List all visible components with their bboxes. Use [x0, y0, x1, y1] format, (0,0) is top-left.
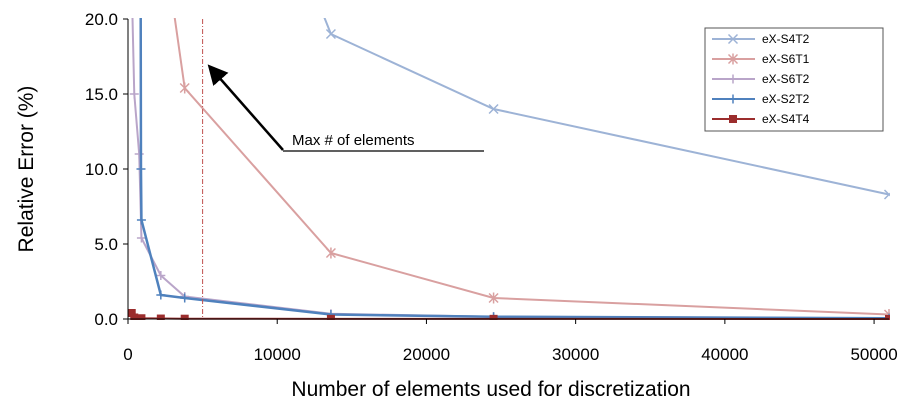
square-marker	[326, 314, 335, 320]
x-tick-label: 40000	[701, 345, 748, 364]
plus-marker	[136, 233, 146, 243]
x-tick-label: 50000	[850, 345, 897, 364]
asterisk-marker	[727, 53, 739, 65]
legend-item: eX-S6T2	[712, 72, 810, 86]
square-marker	[128, 309, 136, 317]
square-marker	[130, 313, 139, 320]
legend-label: eX-S4T4	[762, 112, 810, 126]
y-tick-label: 20.0	[85, 10, 118, 29]
y-tick-label: 10.0	[85, 160, 118, 179]
legend-label: eX-S2T2	[762, 92, 810, 106]
x-tick-label: 20000	[403, 345, 450, 364]
x-tick-label: 10000	[254, 345, 301, 364]
plus-marker	[134, 149, 144, 159]
square-marker	[137, 314, 146, 320]
square-marker	[885, 315, 890, 320]
x-marker	[883, 189, 890, 200]
plus-marker	[156, 290, 166, 300]
series-eX-S4T2	[323, 18, 890, 200]
annotation-label: Max # of elements	[292, 132, 415, 149]
axes: Relative Error (%) Number of elements us…	[15, 10, 898, 401]
legend-item: eX-S6T1	[712, 52, 810, 66]
square-marker	[489, 314, 498, 320]
x-axis-title: Number of elements used for discretizati…	[291, 378, 690, 401]
x-marker	[488, 103, 499, 115]
series-line	[139, 18, 890, 320]
plus-marker	[728, 94, 738, 104]
x-tick-label: 30000	[552, 345, 599, 364]
asterisk-marker	[325, 247, 336, 259]
plus-marker	[728, 74, 738, 84]
legend-label: eX-S6T1	[762, 52, 810, 66]
x-tick-label: 0	[123, 345, 132, 364]
series-group	[128, 18, 890, 320]
legend-item: eX-S4T2	[712, 32, 810, 46]
asterisk-marker	[488, 292, 499, 304]
plus-marker	[156, 271, 166, 280]
legend-label: eX-S4T2	[762, 32, 810, 46]
legend-label: eX-S6T2	[762, 72, 810, 86]
y-tick-label: 5.0	[94, 235, 118, 254]
square-marker	[729, 115, 737, 123]
plus-marker	[136, 215, 146, 225]
plus-marker	[129, 89, 139, 99]
square-marker	[156, 314, 165, 320]
series-line	[323, 18, 890, 196]
legend-item: eX-S4T4	[712, 112, 810, 126]
annotation-group: Max # of elements	[202, 19, 484, 319]
y-tick-label: 0.0	[94, 310, 118, 329]
asterisk-marker	[179, 82, 190, 94]
square-marker	[180, 314, 189, 320]
legend: eX-S4T2 eX-S6T1 eX-S6T2 eX-S2T2 eX-S4T4	[704, 27, 884, 132]
x-marker	[727, 33, 739, 45]
legend-item: eX-S2T2	[712, 92, 810, 106]
y-axis-title: Relative Error (%)	[15, 86, 38, 253]
y-tick-label: 15.0	[85, 85, 118, 104]
plus-marker	[136, 164, 146, 174]
plus-marker	[180, 293, 190, 303]
annotation-arrow	[207, 64, 284, 151]
x-marker	[325, 28, 336, 40]
